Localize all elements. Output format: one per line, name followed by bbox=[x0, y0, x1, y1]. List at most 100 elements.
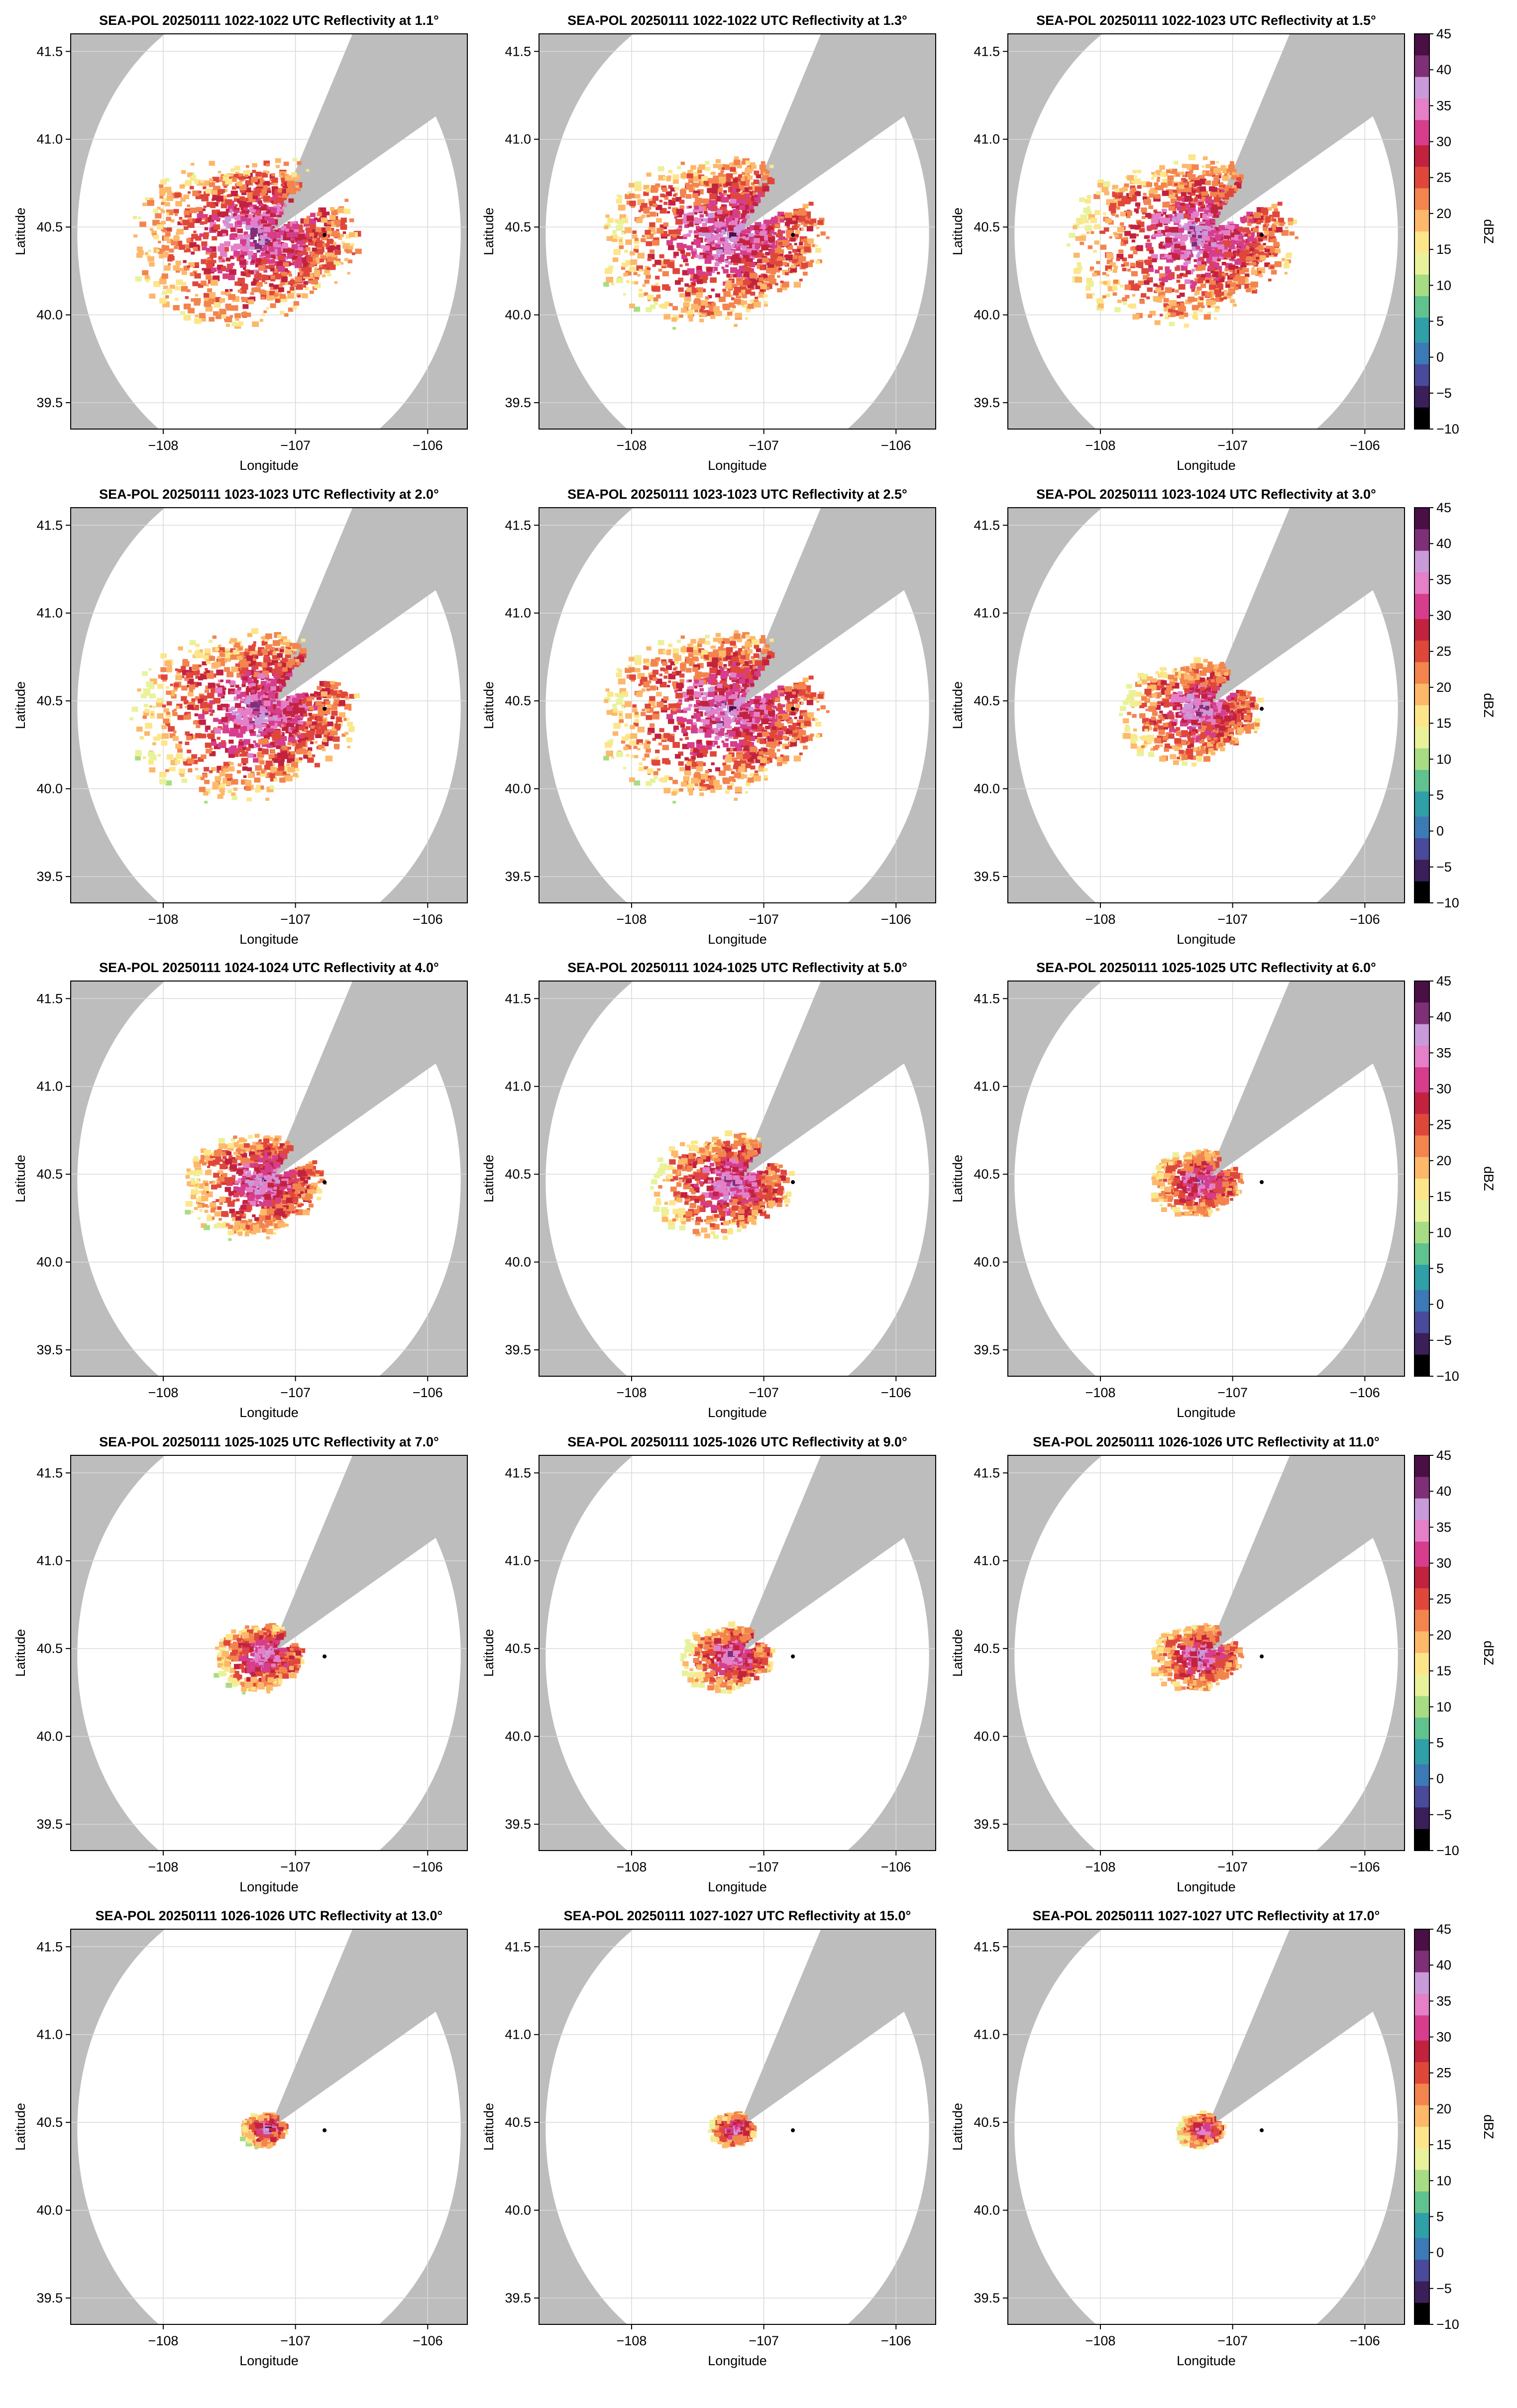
echo-gate bbox=[248, 196, 256, 202]
colorbar-segment bbox=[1414, 263, 1429, 268]
echo-gate bbox=[157, 754, 161, 757]
echo-gate bbox=[1123, 240, 1128, 244]
echo-gate bbox=[273, 183, 277, 186]
echo-gate bbox=[725, 280, 732, 286]
echo-gate bbox=[303, 281, 308, 285]
echo-gate bbox=[712, 189, 718, 193]
colorbar-segment bbox=[1414, 217, 1429, 221]
echo-gate bbox=[709, 306, 716, 311]
echo-gate bbox=[256, 281, 263, 287]
echo-gate bbox=[667, 245, 674, 250]
echo-gate bbox=[694, 234, 699, 238]
echo-gate bbox=[810, 259, 814, 263]
echo-gate bbox=[720, 230, 725, 234]
echo-gate bbox=[754, 170, 759, 175]
echo-gate bbox=[334, 250, 341, 255]
echo-gate bbox=[718, 297, 723, 301]
echo-gate bbox=[1157, 230, 1162, 233]
echo-gate bbox=[1152, 258, 1157, 263]
colorbar-segment bbox=[1414, 368, 1429, 372]
echo-gate bbox=[1156, 170, 1162, 175]
echo-gate bbox=[1238, 242, 1244, 247]
echo-gate bbox=[1190, 222, 1196, 227]
echo-gate bbox=[1106, 259, 1113, 264]
echo-gate bbox=[259, 289, 265, 294]
echo-gate bbox=[273, 273, 281, 280]
echo-gate bbox=[1220, 231, 1224, 234]
echo-gate bbox=[195, 194, 202, 200]
echo-gate bbox=[801, 262, 808, 268]
echo-gate bbox=[1200, 305, 1205, 309]
echo-gate bbox=[162, 678, 167, 682]
echo-gate bbox=[1099, 281, 1103, 284]
echo-gate bbox=[197, 650, 201, 654]
echo-gate bbox=[795, 230, 800, 234]
echo-gate bbox=[1113, 266, 1118, 269]
echo-gate bbox=[240, 257, 244, 261]
echo-gate bbox=[307, 734, 315, 741]
echo-gate bbox=[655, 282, 659, 286]
echo-gate bbox=[735, 313, 742, 319]
echo-gate bbox=[225, 292, 231, 296]
echo-gate bbox=[727, 312, 733, 316]
echo-gate bbox=[1170, 312, 1176, 317]
echo-gate bbox=[1162, 190, 1169, 196]
echo-gate bbox=[1169, 300, 1177, 306]
echo-gate bbox=[1145, 259, 1152, 265]
echo-gate bbox=[1218, 201, 1223, 204]
echo-gate bbox=[334, 281, 338, 284]
echo-gate bbox=[1155, 269, 1160, 274]
echo-gate bbox=[1175, 289, 1179, 293]
echo-gate bbox=[173, 209, 179, 214]
echo-gate bbox=[1261, 215, 1269, 221]
echo-gate bbox=[741, 270, 745, 273]
echo-gate bbox=[712, 235, 718, 240]
echo-gate bbox=[157, 713, 164, 719]
echo-gate bbox=[168, 263, 171, 266]
echo-gate bbox=[1194, 290, 1200, 295]
colorbar-segment bbox=[1414, 199, 1429, 204]
echo-gate bbox=[698, 254, 704, 259]
echo-gate bbox=[325, 756, 333, 762]
echo-gate bbox=[708, 295, 712, 299]
echo-gate bbox=[1177, 295, 1181, 299]
echo-gate bbox=[1174, 218, 1181, 223]
echo-gate bbox=[145, 275, 150, 279]
echo-gate bbox=[755, 230, 759, 234]
echo-gate bbox=[722, 304, 729, 309]
echo-gate bbox=[218, 782, 225, 788]
echo-gate bbox=[1222, 168, 1229, 173]
echo-gate bbox=[220, 679, 223, 682]
echo-gate bbox=[1135, 202, 1141, 207]
echo-gate bbox=[650, 187, 658, 193]
echo-gate bbox=[257, 225, 261, 229]
echo-gate bbox=[290, 232, 296, 237]
echo-gate bbox=[1118, 249, 1124, 254]
echo-gate bbox=[1273, 241, 1280, 247]
echo-gate bbox=[655, 205, 662, 211]
echo-gate bbox=[745, 183, 749, 187]
echo-gate bbox=[794, 262, 798, 266]
echo-gate bbox=[192, 281, 199, 287]
echo-gate bbox=[756, 199, 761, 203]
echo-gate bbox=[289, 178, 295, 183]
echo-gate bbox=[225, 257, 231, 262]
echo-gate bbox=[216, 196, 223, 202]
echo-gate bbox=[716, 228, 722, 232]
echo-gate bbox=[1154, 320, 1161, 325]
echo-gate bbox=[222, 777, 230, 784]
echo-gate bbox=[685, 252, 691, 256]
echo-gate bbox=[703, 211, 708, 214]
echo-gate bbox=[760, 291, 764, 295]
echo-gate bbox=[147, 256, 154, 262]
echo-gate bbox=[1222, 249, 1227, 253]
echo-gate bbox=[1276, 227, 1283, 232]
echo-gate bbox=[1114, 307, 1121, 313]
colorbar-segment bbox=[1414, 141, 1429, 146]
echo-gate bbox=[1259, 219, 1264, 223]
echo-gate bbox=[754, 225, 760, 230]
echo-gate bbox=[627, 191, 633, 195]
echo-gate bbox=[673, 194, 676, 197]
echo-gate bbox=[1196, 286, 1202, 291]
echo-gate bbox=[1213, 189, 1219, 195]
